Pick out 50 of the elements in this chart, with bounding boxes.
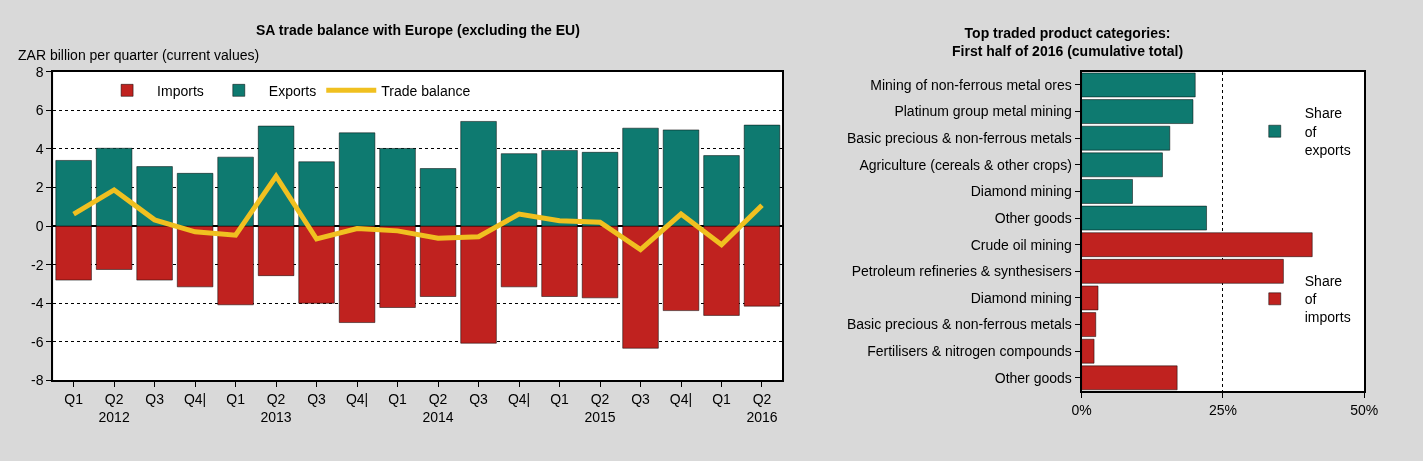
y-tick-label: Mining of non-ferrous metal ores bbox=[870, 76, 1072, 93]
y-tick-label: 6 bbox=[35, 102, 44, 119]
x-tick-label: Q1 bbox=[64, 391, 84, 408]
y-tick-label: Basic precious & non-ferrous metals bbox=[846, 130, 1072, 147]
y-tick-label: Diamond mining bbox=[970, 289, 1072, 306]
legend-label: Imports bbox=[157, 82, 204, 99]
y-tick-label: 4 bbox=[35, 140, 44, 157]
x-tick-label: Q1 bbox=[226, 391, 246, 408]
y-axis-title: ZAR billion per quarter (current values) bbox=[18, 47, 260, 63]
x-tick-label: Q2 2014 bbox=[422, 391, 454, 426]
y-tick-label: Diamond mining bbox=[970, 183, 1072, 200]
legend-label: Trade balance bbox=[381, 82, 471, 99]
x-tick-label: Q2 2015 bbox=[584, 391, 616, 426]
y-tick-label: Agriculture (cereals & other crops) bbox=[859, 156, 1072, 173]
x-tick-label: Q3 bbox=[307, 391, 327, 408]
x-tick-label: Q2 2016 bbox=[746, 391, 778, 426]
legend-label: Share of imports bbox=[1304, 273, 1351, 326]
x-tick-label: Q4| bbox=[669, 391, 693, 408]
x-tick-label: Q2 2012 bbox=[98, 391, 130, 426]
x-tick-label: 25% bbox=[1208, 401, 1237, 418]
x-tick-label: Q4| bbox=[507, 391, 531, 408]
y-tick-label: Crude oil mining bbox=[970, 236, 1072, 253]
x-tick-label: Q1 bbox=[550, 391, 570, 408]
x-tick-label: Q3 bbox=[145, 391, 165, 408]
y-tick-label: -4 bbox=[31, 295, 44, 312]
x-tick-label: Q3 bbox=[469, 391, 489, 408]
legend-label: Share of exports bbox=[1304, 105, 1351, 158]
y-tick-label: -2 bbox=[31, 256, 44, 273]
y-tick-label: Basic precious & non-ferrous metals bbox=[846, 316, 1072, 333]
x-tick-label: Q3 bbox=[631, 391, 651, 408]
x-tick-label: Q1 bbox=[712, 391, 732, 408]
y-tick-label: Fertilisers & nitrogen compounds bbox=[867, 343, 1072, 360]
y-tick-label: -8 bbox=[31, 372, 44, 389]
x-tick-label: 50% bbox=[1350, 401, 1379, 418]
y-tick-label: Platinum group metal mining bbox=[894, 103, 1072, 120]
x-tick-label: Q4| bbox=[345, 391, 369, 408]
y-tick-label: Petroleum refineries & synthesisers bbox=[851, 263, 1072, 280]
chart-title: SA trade balance with Europe (excluding the EU) bbox=[256, 22, 580, 38]
y-tick-label: Other goods bbox=[994, 369, 1072, 386]
x-tick-label: Q1 bbox=[388, 391, 408, 408]
y-tick-label: 0 bbox=[35, 217, 44, 234]
chart-title: Top traded product categories: First half of 2016 (cumulative total) bbox=[952, 25, 1184, 60]
y-tick-label: 8 bbox=[35, 63, 44, 80]
legend-label: Exports bbox=[268, 82, 317, 99]
x-tick-label: 0% bbox=[1071, 401, 1092, 418]
y-tick-label: Other goods bbox=[994, 209, 1072, 226]
y-tick-label: 2 bbox=[35, 179, 44, 196]
x-tick-label: Q4| bbox=[183, 391, 207, 408]
x-tick-label: Q2 2013 bbox=[260, 391, 292, 426]
y-tick-label: -6 bbox=[31, 333, 44, 350]
